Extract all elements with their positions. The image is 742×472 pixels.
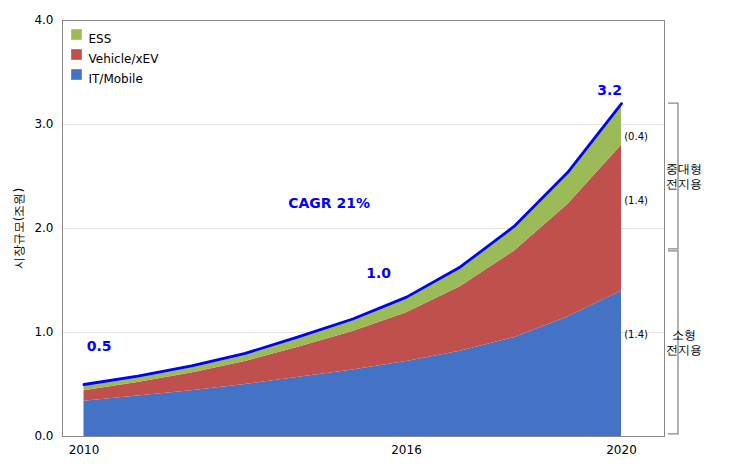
svg-text:0.5: 0.5 [87,338,112,354]
svg-text:2010: 2010 [69,443,100,457]
svg-text:시장규모(조원): 시장규모(조원) [12,188,26,269]
svg-text:4.0: 4.0 [34,13,53,27]
svg-text:3.2: 3.2 [597,82,622,98]
svg-text:중대형전지용: 중대형전지용 [666,161,702,190]
svg-text:(0.4): (0.4) [624,131,648,142]
svg-text:(1.4): (1.4) [624,195,648,206]
svg-text:1.0: 1.0 [34,325,53,339]
svg-text:2020: 2020 [606,443,637,457]
svg-text:Vehicle/xEV: Vehicle/xEV [89,52,160,66]
svg-text:(1.4): (1.4) [624,329,648,340]
svg-text:3.0: 3.0 [34,117,53,131]
svg-text:2.0: 2.0 [34,221,53,235]
svg-text:ESS: ESS [89,32,112,46]
svg-text:2016: 2016 [391,443,422,457]
svg-text:1.0: 1.0 [366,265,391,281]
svg-text:소형전지용: 소형전지용 [666,327,702,356]
svg-text:0.0: 0.0 [34,429,53,443]
svg-text:IT/Mobile: IT/Mobile [89,72,143,86]
svg-text:CAGR 21%: CAGR 21% [288,195,370,211]
